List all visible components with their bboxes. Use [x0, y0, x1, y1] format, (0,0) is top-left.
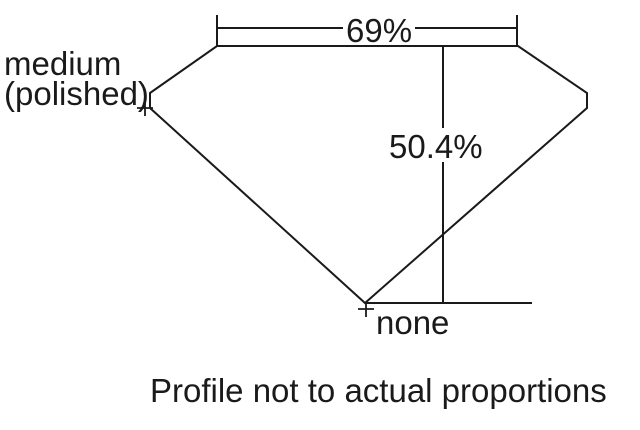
table-width-dimension-line [216, 15, 518, 47]
culet-label: none [376, 304, 450, 341]
depth-percentage-label: 50.4% [389, 128, 483, 165]
proportions-caption: Profile not to actual proportions [150, 372, 607, 409]
table-percentage-label: 69% [346, 12, 413, 49]
diamond-outline [149, 45, 588, 305]
girdle-thickness-label: medium (polished) [4, 45, 149, 112]
culet-marker-cross-icon [358, 302, 374, 317]
girdle-marker-cross-icon [137, 101, 153, 116]
